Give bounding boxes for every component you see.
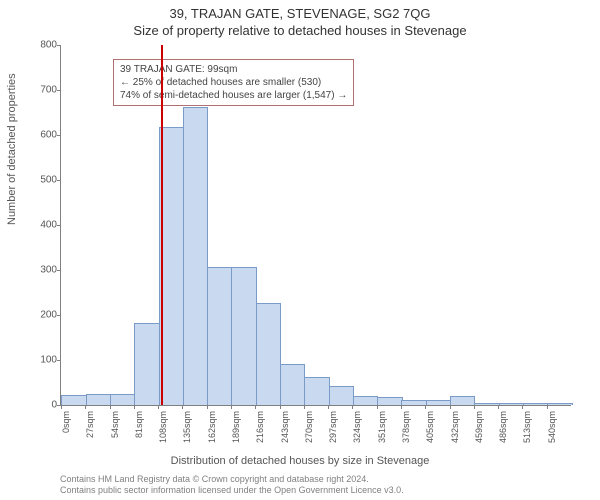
histogram-bar: [183, 107, 208, 405]
footer-line2: Contains public sector information licen…: [60, 485, 404, 496]
y-tick-mark: [57, 270, 61, 271]
y-tick-mark: [57, 180, 61, 181]
x-tick-label: 351sqm: [377, 411, 379, 443]
y-tick-mark: [57, 225, 61, 226]
histogram-bar: [86, 394, 111, 405]
x-tick-mark: [85, 405, 86, 409]
histogram-bar: [426, 400, 451, 405]
x-tick-mark: [182, 405, 183, 409]
x-tick-mark: [134, 405, 135, 409]
address-title: 39, TRAJAN GATE, STEVENAGE, SG2 7QG: [0, 0, 600, 21]
x-tick-mark: [304, 405, 305, 409]
x-tick-label: 135sqm: [182, 411, 184, 443]
histogram-bar: [450, 396, 475, 405]
x-tick-mark: [207, 405, 208, 409]
y-tick-label: 800: [23, 40, 57, 51]
histogram-bar: [499, 403, 524, 405]
y-tick-label: 0: [23, 400, 57, 411]
x-tick-mark: [255, 405, 256, 409]
x-tick-label: 108sqm: [158, 411, 160, 443]
histogram-bar: [377, 397, 402, 405]
x-tick-label: 54sqm: [110, 411, 112, 438]
x-tick-mark: [547, 405, 548, 409]
x-tick-mark: [61, 405, 62, 409]
histogram-bar: [474, 403, 499, 405]
y-tick-mark: [57, 360, 61, 361]
x-tick-label: 540sqm: [547, 411, 549, 443]
y-tick-mark: [57, 90, 61, 91]
x-tick-label: 189sqm: [231, 411, 233, 443]
chart-area: 39 TRAJAN GATE: 99sqm ← 25% of detached …: [60, 45, 570, 405]
y-tick-mark: [57, 45, 61, 46]
info-box: 39 TRAJAN GATE: 99sqm ← 25% of detached …: [113, 59, 354, 106]
y-tick-mark: [57, 315, 61, 316]
x-tick-mark: [401, 405, 402, 409]
footer: Contains HM Land Registry data © Crown c…: [60, 474, 404, 496]
infobox-line1: 39 TRAJAN GATE: 99sqm: [120, 63, 347, 76]
x-tick-label: 27sqm: [85, 411, 87, 438]
histogram-bar: [231, 267, 256, 405]
histogram-bar: [401, 400, 426, 405]
y-tick-label: 600: [23, 130, 57, 141]
x-tick-label: 459sqm: [474, 411, 476, 443]
x-tick-mark: [498, 405, 499, 409]
property-marker-line: [161, 45, 163, 405]
histogram-bar: [547, 403, 572, 405]
histogram-bar: [134, 323, 159, 405]
x-axis-label: Distribution of detached houses by size …: [0, 455, 600, 467]
infobox-line3: 74% of semi-detached houses are larger (…: [120, 89, 347, 102]
histogram-bar: [523, 403, 548, 405]
y-tick-label: 400: [23, 220, 57, 231]
x-tick-label: 0sqm: [61, 411, 63, 433]
x-tick-mark: [158, 405, 159, 409]
histogram-bar: [304, 377, 329, 405]
x-tick-mark: [280, 405, 281, 409]
x-tick-mark: [231, 405, 232, 409]
x-tick-label: 162sqm: [207, 411, 209, 443]
x-tick-mark: [110, 405, 111, 409]
histogram-bar: [207, 267, 232, 405]
x-tick-mark: [352, 405, 353, 409]
y-tick-label: 500: [23, 175, 57, 186]
x-tick-label: 432sqm: [450, 411, 452, 443]
x-tick-mark: [377, 405, 378, 409]
x-tick-label: 513sqm: [522, 411, 524, 443]
x-tick-label: 405sqm: [425, 411, 427, 443]
y-tick-label: 100: [23, 355, 57, 366]
x-tick-label: 378sqm: [401, 411, 403, 443]
footer-line1: Contains HM Land Registry data © Crown c…: [60, 474, 404, 485]
infobox-line2: ← 25% of detached houses are smaller (53…: [120, 76, 347, 89]
plot: 39 TRAJAN GATE: 99sqm ← 25% of detached …: [60, 45, 571, 406]
x-tick-label: 243sqm: [280, 411, 282, 443]
x-tick-label: 324sqm: [352, 411, 354, 443]
x-tick-label: 270sqm: [304, 411, 306, 443]
y-tick-label: 200: [23, 310, 57, 321]
x-tick-label: 216sqm: [255, 411, 257, 443]
histogram-bar: [329, 386, 354, 405]
x-tick-mark: [450, 405, 451, 409]
x-tick-mark: [522, 405, 523, 409]
y-tick-mark: [57, 135, 61, 136]
y-tick-label: 700: [23, 85, 57, 96]
x-tick-mark: [474, 405, 475, 409]
subtitle: Size of property relative to detached ho…: [0, 21, 600, 38]
histogram-bar: [256, 303, 281, 405]
y-tick-label: 300: [23, 265, 57, 276]
histogram-bar: [280, 364, 305, 406]
x-tick-mark: [425, 405, 426, 409]
histogram-bar: [353, 396, 378, 405]
histogram-bar: [110, 394, 135, 405]
x-tick-label: 81sqm: [134, 411, 136, 438]
x-tick-label: 297sqm: [328, 411, 330, 443]
y-axis-label: Number of detached properties: [6, 73, 18, 225]
x-tick-mark: [328, 405, 329, 409]
x-tick-label: 486sqm: [498, 411, 500, 443]
histogram-bar: [61, 395, 86, 405]
